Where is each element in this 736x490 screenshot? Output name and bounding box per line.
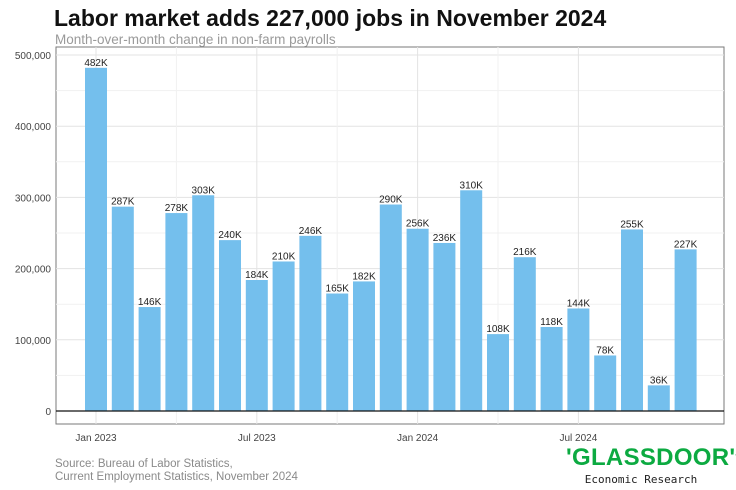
bar (567, 308, 590, 411)
y-tick-label: 0 (45, 407, 51, 418)
bars (85, 67, 697, 411)
chart-title: Labor market adds 227,000 jobs in Novemb… (54, 5, 607, 31)
x-tick-label: Jan 2023 (75, 433, 117, 444)
source-line-2: Current Employment Statistics, November … (55, 471, 298, 483)
bar-data-label: 182K (352, 271, 376, 282)
bar (540, 326, 563, 411)
logo-wordmark: 'GLASSDOOR'TM (566, 446, 736, 470)
y-tick-label: 400,000 (15, 122, 52, 133)
bar (326, 293, 349, 411)
bar (647, 385, 670, 411)
bar-data-label: 108K (486, 324, 510, 335)
bar-data-label: 184K (245, 270, 269, 281)
y-tick-label: 100,000 (15, 336, 52, 347)
y-tick-label: 500,000 (15, 51, 52, 62)
glassdoor-logo: 'GLASSDOOR'TM Economic Research (566, 446, 736, 487)
bar (165, 213, 188, 411)
bar (219, 240, 241, 411)
bar-data-label: 290K (379, 195, 403, 206)
bar (460, 190, 483, 411)
bar (299, 235, 322, 411)
bar-data-label: 278K (165, 203, 189, 214)
bar-data-label: 227K (674, 239, 698, 250)
y-tick-label: 300,000 (15, 193, 52, 204)
x-tick-label: Jul 2024 (559, 433, 597, 444)
bar-data-label: 36K (650, 375, 668, 386)
bar-data-label: 78K (596, 345, 614, 356)
bar-data-label: 210K (272, 251, 296, 262)
bar-data-label: 118K (540, 317, 563, 328)
bar-data-label: 246K (299, 226, 323, 237)
logo-subtitle: Economic Research (584, 473, 698, 486)
bar-data-label: 255K (620, 219, 644, 230)
axes: 0 100,000 200,000 300,000 400,000 500,000 Jan … (15, 51, 724, 444)
bar-data-label: 240K (218, 230, 242, 241)
bar (487, 334, 509, 411)
bar (621, 229, 643, 411)
bar (379, 204, 402, 411)
bar-data-label: 303K (192, 185, 216, 196)
bar (138, 307, 161, 411)
bar (433, 242, 456, 411)
source-line-1: Source: Bureau of Labor Statistics, (55, 458, 233, 470)
bar (513, 257, 536, 411)
chart-subtitle: Month-over-month change in non-farm payr… (55, 32, 336, 47)
x-tick-label: Jan 2024 (397, 433, 439, 444)
bar-data-label: 482K (84, 58, 108, 69)
bar (353, 281, 375, 411)
bar (85, 67, 107, 411)
bar-data-label: 146K (138, 297, 162, 308)
source-note: Source: Bureau of Labor Statistics, Curr… (55, 458, 298, 484)
y-tick-label: 200,000 (15, 265, 52, 276)
bar (111, 206, 134, 411)
x-tick-label: Jul 2023 (238, 433, 276, 444)
bar (192, 195, 215, 411)
bar-data-label: 216K (513, 247, 537, 258)
bar-data-label: 236K (433, 233, 457, 244)
bar (406, 228, 429, 411)
bar-data-label: 165K (326, 284, 350, 295)
logo-wordmark-text: 'GLASSDOOR' (566, 444, 736, 471)
bar (245, 279, 268, 411)
bar (272, 261, 295, 411)
bar-data-label: 256K (406, 219, 430, 230)
bar-data-label: 287K (111, 197, 135, 208)
bar (674, 249, 697, 411)
bar-data-label: 310K (460, 180, 484, 191)
bar (594, 355, 617, 411)
bar-data-label: 144K (567, 298, 591, 309)
